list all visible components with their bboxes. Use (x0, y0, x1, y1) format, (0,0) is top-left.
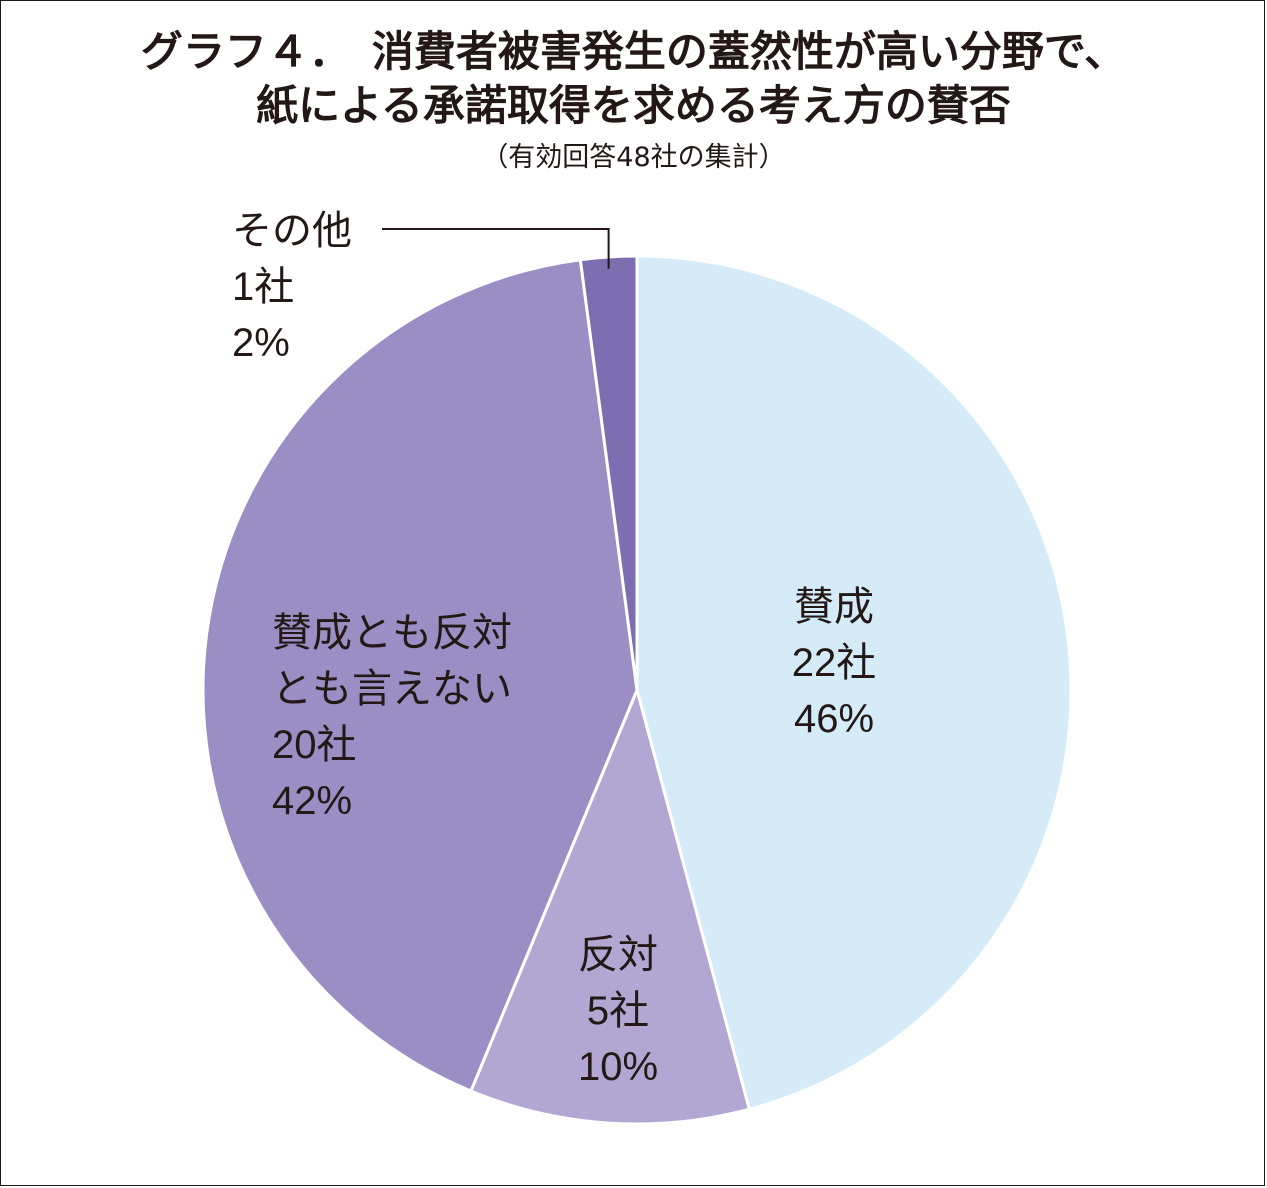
chart-title-line-1: グラフ４． 消費者被害発生の蓋然性が高い分野で、 (140, 27, 1127, 76)
slice-label-line: 22社 (792, 641, 877, 685)
chart-subtitle: （有効回答48社の集計） (481, 142, 786, 173)
slice-label-line: その他 (232, 209, 352, 253)
slice-labels: 賛成 22社 46% 反対 5社 10% 賛成とも反対とも言えない 20社 42% その他 1社 2% (232, 209, 876, 1089)
slice-label-line: とも言えない (272, 667, 512, 711)
slice-label-line: 反対 (578, 933, 658, 977)
chart-title-line-2: 紙による承諾取得を求める考え方の賛否 (256, 81, 1011, 130)
slice-label-1: 反対 5社 10% (578, 933, 658, 1089)
slice-label-line: 46% (794, 697, 874, 741)
slice-label-line: 42% (272, 779, 352, 823)
slice-label-0: 賛成 22社 46% (792, 585, 877, 741)
slice-label-2: 賛成とも反対とも言えない 20社 42% (272, 611, 512, 823)
callout (382, 228, 610, 269)
slice-label-line: 2% (232, 321, 290, 365)
slice-label-line: 賛成とも反対 (272, 611, 512, 655)
slice-label-line: 賛成 (794, 585, 874, 629)
slice-label-line: 20社 (272, 723, 357, 767)
pie-slice-1 (468, 685, 752, 1126)
slice-label-line: 1社 (232, 265, 294, 309)
slice-label-line: 10% (578, 1045, 658, 1089)
pie-slices (201, 254, 1073, 1126)
slice-label-line: 5社 (587, 989, 649, 1033)
callout-leader-line (382, 228, 610, 269)
slice-label-3: その他 1社 2% (232, 209, 352, 365)
pie-slice-0 (635, 254, 1073, 1112)
pie-slice-2 (201, 258, 639, 1093)
